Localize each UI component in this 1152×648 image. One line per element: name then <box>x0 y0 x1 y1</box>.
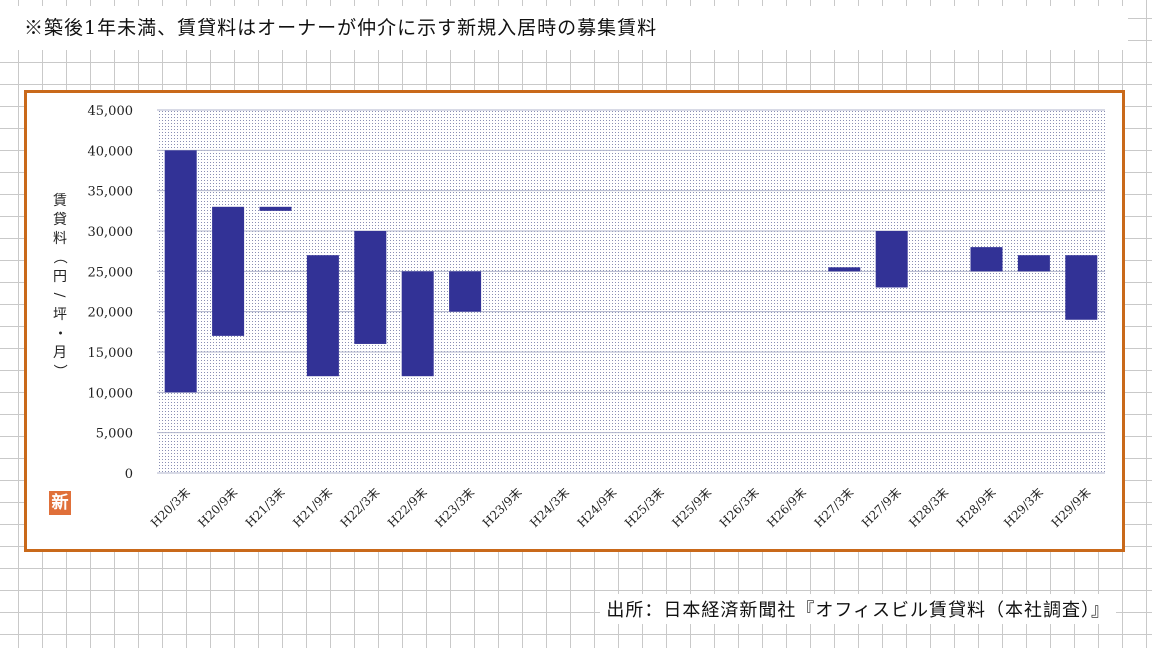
range-bar-chart: 0 5,000 10,000 15,000 20,000 25,000 30,000 35,0… <box>51 104 1105 530</box>
x-tick-label: H23/3末 <box>432 485 477 530</box>
x-tick-label: H29/3末 <box>1001 485 1046 530</box>
x-tick-label: H20/9末 <box>195 485 240 530</box>
y-tick-label: 45,000 <box>88 104 134 119</box>
range-bar <box>401 271 434 377</box>
x-tick-label: H24/9末 <box>575 485 620 530</box>
range-bar <box>449 271 482 312</box>
range-bar <box>970 247 1003 272</box>
x-tick-label: H21/9末 <box>290 485 335 530</box>
y-axis-title-char: 料 <box>53 231 67 247</box>
range-bar <box>828 267 861 272</box>
y-axis-title: 賃貸料 （ 円 / 坪・月 ） <box>51 193 67 378</box>
y-tick-label: 0 <box>125 467 133 482</box>
range-bar <box>164 150 197 393</box>
y-tick-label: 15,000 <box>88 346 134 361</box>
x-tick-label: H26/3末 <box>717 485 762 530</box>
y-tick-label: 10,000 <box>88 386 134 401</box>
x-tick-label: H29/9末 <box>1049 485 1094 530</box>
plot-area <box>157 110 1105 473</box>
range-bar <box>306 255 339 377</box>
range-bar <box>354 231 387 344</box>
bars <box>164 150 1098 393</box>
y-tick-label: 5,000 <box>96 427 133 442</box>
y-axis-title-char: 円 <box>53 269 67 285</box>
x-tick-label: H23/9末 <box>480 485 525 530</box>
x-tick-label: H27/9末 <box>859 485 904 530</box>
range-bar <box>212 206 245 336</box>
x-tick-labels: H20/3末 H20/9末 H21/3末 H21/9末 H22/3末 H22/9末 H23/… <box>148 485 1093 530</box>
x-tick-label: H28/3末 <box>906 485 951 530</box>
chart-frame: 0 5,000 10,000 15,000 20,000 25,000 30,000 35,0… <box>24 90 1125 552</box>
x-tick-label: H25/9末 <box>669 485 714 530</box>
y-axis-title-char: 貸 <box>53 212 67 228</box>
y-tick-label: 40,000 <box>88 144 134 159</box>
x-tick-label: H21/3末 <box>243 485 288 530</box>
range-bar <box>259 206 292 211</box>
x-tick-label: H28/9末 <box>954 485 999 530</box>
y-axis-title-char: ・ <box>51 326 67 340</box>
y-axis-title-char: 坪 <box>53 307 67 323</box>
x-tick-label: H22/9末 <box>385 485 430 530</box>
x-tick-label: H22/3末 <box>338 485 383 530</box>
y-axis-title-char: （ <box>51 250 67 264</box>
y-tick-label: 25,000 <box>88 265 134 280</box>
x-tick-label: H25/3末 <box>622 485 667 530</box>
footnote: ※築後1年未満、賃貸料はオーナーが仲介に示す新規入居時の募集賃料 <box>0 6 1128 50</box>
x-tick-label: H27/3末 <box>812 485 857 530</box>
y-axis-title-char: ） <box>51 364 67 378</box>
y-axis-title-char: 月 <box>53 345 67 361</box>
range-bar <box>875 231 908 288</box>
source-credit: 出所：日本経済新聞社『オフィスビル賃貸料（本社調査）』 <box>600 594 1116 624</box>
y-tick-label: 35,000 <box>88 185 134 200</box>
range-bar <box>1065 255 1098 320</box>
y-axis-title-char: 賃 <box>53 193 67 209</box>
x-tick-label: H20/3末 <box>148 485 193 530</box>
x-tick-label: H26/9末 <box>764 485 809 530</box>
y-tick-labels: 0 5,000 10,000 15,000 20,000 25,000 30,000 35,0… <box>88 104 134 482</box>
y-axis-title-char: / <box>51 293 67 298</box>
range-bar <box>1017 255 1050 272</box>
x-tick-label: H24/3末 <box>527 485 572 530</box>
y-tick-label: 20,000 <box>88 306 134 321</box>
nikkei-shin-logo: 新 <box>49 491 71 515</box>
y-tick-label: 30,000 <box>88 225 134 240</box>
